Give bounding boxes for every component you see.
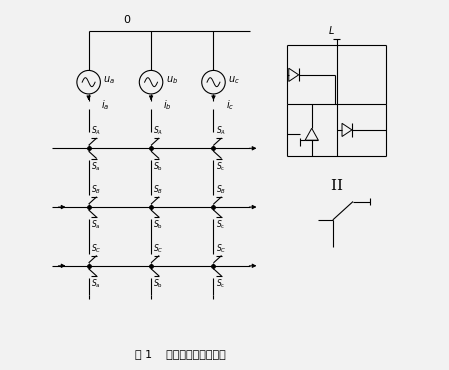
- Text: $S_A$: $S_A$: [91, 125, 101, 137]
- Text: 图 1    矩阵变换器拓扑结构: 图 1 矩阵变换器拓扑结构: [135, 349, 226, 359]
- Text: 0: 0: [123, 15, 131, 25]
- Text: $i_{\mathregular{c}}$: $i_{\mathregular{c}}$: [225, 98, 234, 112]
- Text: $S_A$: $S_A$: [153, 125, 163, 137]
- Text: $S_{\mathregular{b}}$: $S_{\mathregular{b}}$: [153, 278, 163, 290]
- Text: $S_{\mathregular{a}}$: $S_{\mathregular{a}}$: [91, 160, 101, 172]
- Text: $S_B$: $S_B$: [91, 184, 101, 196]
- Text: $S_C$: $S_C$: [216, 242, 226, 255]
- Text: $S_{\mathregular{b}}$: $S_{\mathregular{b}}$: [153, 219, 163, 231]
- Text: $S_{\mathregular{b}}$: $S_{\mathregular{b}}$: [153, 160, 163, 172]
- Text: $\mathregular{II}$: $\mathregular{II}$: [330, 178, 343, 192]
- Text: $i_{\mathregular{b}}$: $i_{\mathregular{b}}$: [163, 98, 172, 112]
- Text: $i_{\mathregular{a}}$: $i_{\mathregular{a}}$: [101, 98, 109, 112]
- Text: $u_{\mathregular{a}}$: $u_{\mathregular{a}}$: [103, 74, 115, 86]
- Text: $S_B$: $S_B$: [153, 184, 163, 196]
- Text: $u_{\mathregular{c}}$: $u_{\mathregular{c}}$: [228, 74, 240, 86]
- Text: $S_{\mathregular{a}}$: $S_{\mathregular{a}}$: [91, 219, 101, 231]
- Text: $S_{\mathregular{a}}$: $S_{\mathregular{a}}$: [91, 278, 101, 290]
- Text: $S_C$: $S_C$: [91, 242, 101, 255]
- Text: $S_{\mathregular{c}}$: $S_{\mathregular{c}}$: [216, 278, 225, 290]
- Text: $u_{\mathregular{b}}$: $u_{\mathregular{b}}$: [166, 74, 178, 86]
- Text: $S_{\mathregular{c}}$: $S_{\mathregular{c}}$: [216, 160, 225, 172]
- Text: $L$: $L$: [328, 24, 335, 36]
- Text: $S_C$: $S_C$: [153, 242, 164, 255]
- Text: $S_A$: $S_A$: [216, 125, 226, 137]
- Text: $S_{\mathregular{c}}$: $S_{\mathregular{c}}$: [216, 219, 225, 231]
- Text: $S_B$: $S_B$: [216, 184, 226, 196]
